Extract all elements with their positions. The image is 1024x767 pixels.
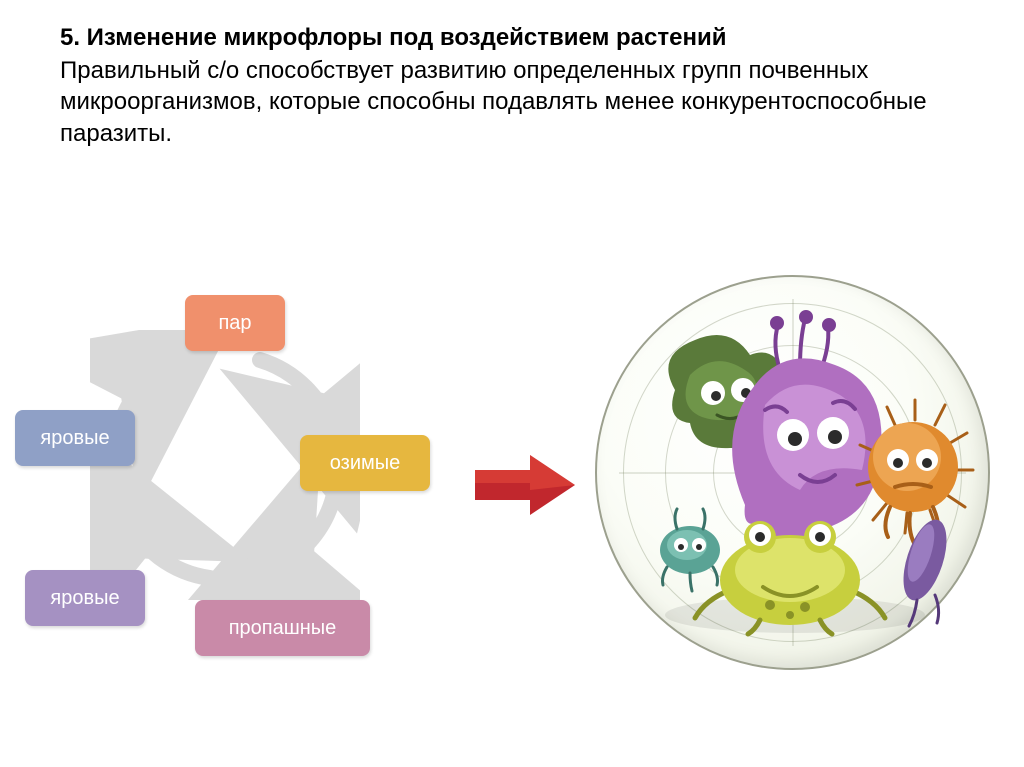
teal-bug-icon (660, 509, 720, 591)
microbes-group-icon (595, 275, 990, 670)
cycle-node-label: яровые (40, 427, 109, 450)
cycle-node-par: пар (185, 295, 285, 351)
text-block: 5. Изменение микрофлоры под воздействием… (60, 22, 940, 149)
cycle-node-label: пар (218, 312, 251, 335)
arrow-right-icon (470, 450, 580, 520)
purple-blob-icon (732, 312, 881, 556)
crop-rotation-cycle: пар озимые пропашные яровые яровые (15, 280, 445, 710)
cycle-node-yarovye-top: яровые (15, 410, 135, 466)
cycle-node-label: озимые (330, 452, 401, 475)
cycle-node-yarovye-bottom: яровые (25, 570, 145, 626)
slide-body: Правильный с/о способствует развитию опр… (60, 55, 940, 149)
cycle-node-label: яровые (50, 587, 119, 610)
cycle-node-ozimye: озимые (300, 435, 430, 491)
petri-dish (595, 275, 990, 670)
slide-title: 5. Изменение микрофлоры под воздействием… (60, 22, 940, 53)
cycle-node-label: пропашные (229, 617, 337, 640)
cycle-node-propashnye: пропашные (195, 600, 370, 656)
